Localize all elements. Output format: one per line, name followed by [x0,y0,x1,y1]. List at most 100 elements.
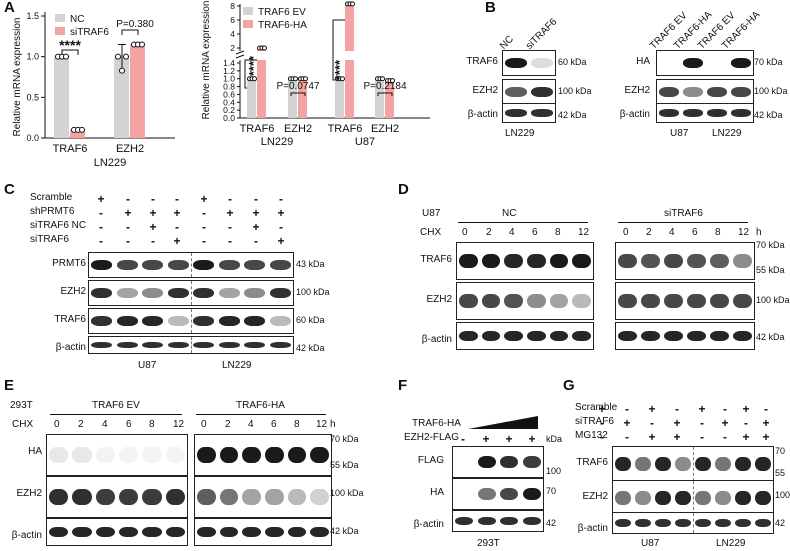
band [142,447,162,463]
bar [257,60,266,118]
band [116,316,138,326]
band [116,288,138,298]
bar [385,80,394,118]
band [119,489,139,505]
significance-bracket [332,19,345,81]
band [659,109,679,117]
kda-label: 100 kDa [330,488,364,498]
condition-label: TRAF6-HA [236,400,285,411]
band [477,517,496,525]
data-point [79,126,85,133]
row-label: EZH2 [582,491,608,502]
significance-label: **** [59,37,81,53]
band [269,316,291,326]
kda-label: 60 kDa [558,57,587,67]
data-point [139,41,145,48]
band [694,457,712,471]
band [310,489,329,505]
blot-2 [88,308,294,334]
y-tick-label: 0.0 [26,133,39,143]
sign-minus: - [202,234,206,248]
band [641,293,660,309]
band [142,526,162,538]
band [522,488,541,500]
band [694,491,712,505]
band [731,58,751,68]
blot-si-2 [615,322,755,350]
band [618,293,637,309]
significance-bracket [377,92,393,96]
cell-label: U87 [641,538,660,549]
row-label: EZH2 [472,85,498,96]
band [527,253,546,269]
band [265,489,284,505]
band [218,288,240,298]
significance-bracket [244,59,257,89]
band [710,253,729,269]
band [531,109,553,117]
x-tick-label: EZH2 [371,123,399,135]
band [142,489,162,505]
blot-1 [88,280,294,306]
chart-a-right: 0.00.20.40.60.81.01.21.4 2 4 6 8 Relative mRN… [201,1,430,148]
band [549,293,569,309]
band [481,253,501,269]
band [754,519,772,527]
y-tick-label: 0.4 [223,97,235,107]
blot-ha-0 [194,434,332,476]
band [549,330,569,342]
condition-label: TRAF6 EV [92,400,140,411]
sign-minus: - [99,220,103,234]
kda-label: 43 kDa [296,259,325,269]
band [142,316,164,326]
y-axis-label: Relative mRNA expression [12,18,23,137]
band [269,260,291,270]
band [287,526,307,538]
sign-plus: + [648,430,656,444]
kda-label: 70 kDa [756,240,785,250]
row-label: β-actin [11,530,42,541]
band [572,330,591,342]
sign-plus: + [673,416,681,430]
band [95,526,115,538]
row-label: EZH2 [624,85,650,96]
band [142,288,164,298]
band [674,457,692,471]
band [244,316,266,326]
band [500,488,519,500]
time-label: 0 [623,227,629,238]
sign-minus: - [723,430,727,444]
sign-minus: - [202,220,206,234]
group-label: LN229 [261,136,293,148]
time-label: 8 [715,227,721,238]
kda-label: 70 kDa [330,434,359,444]
sign-plus: + [173,206,181,220]
row-label: FLAG [417,455,444,466]
row-label: EZH2 [16,488,42,499]
band [654,491,672,505]
band [193,288,215,298]
y-tick-label: 4 [230,29,235,39]
sign-minus: - [723,402,727,416]
blot-2 [656,103,754,123]
row-label: HA [636,56,650,67]
band [694,519,712,527]
band [218,341,240,349]
band [674,491,692,505]
band [654,519,672,527]
condition-label: MG132 [575,430,608,441]
band [733,293,752,309]
y-tick-label: 0.2 [223,105,235,115]
blot-3 [88,336,294,354]
band [522,456,541,468]
time-label: 6 [692,227,698,238]
band [674,519,692,527]
band [95,447,115,463]
band [714,457,732,471]
kda-label: 42 kDa [330,526,359,536]
data-point [119,67,125,74]
band [572,253,591,269]
blot-nc-0 [456,242,594,280]
sign-plus: + [762,416,770,430]
band [193,260,215,270]
